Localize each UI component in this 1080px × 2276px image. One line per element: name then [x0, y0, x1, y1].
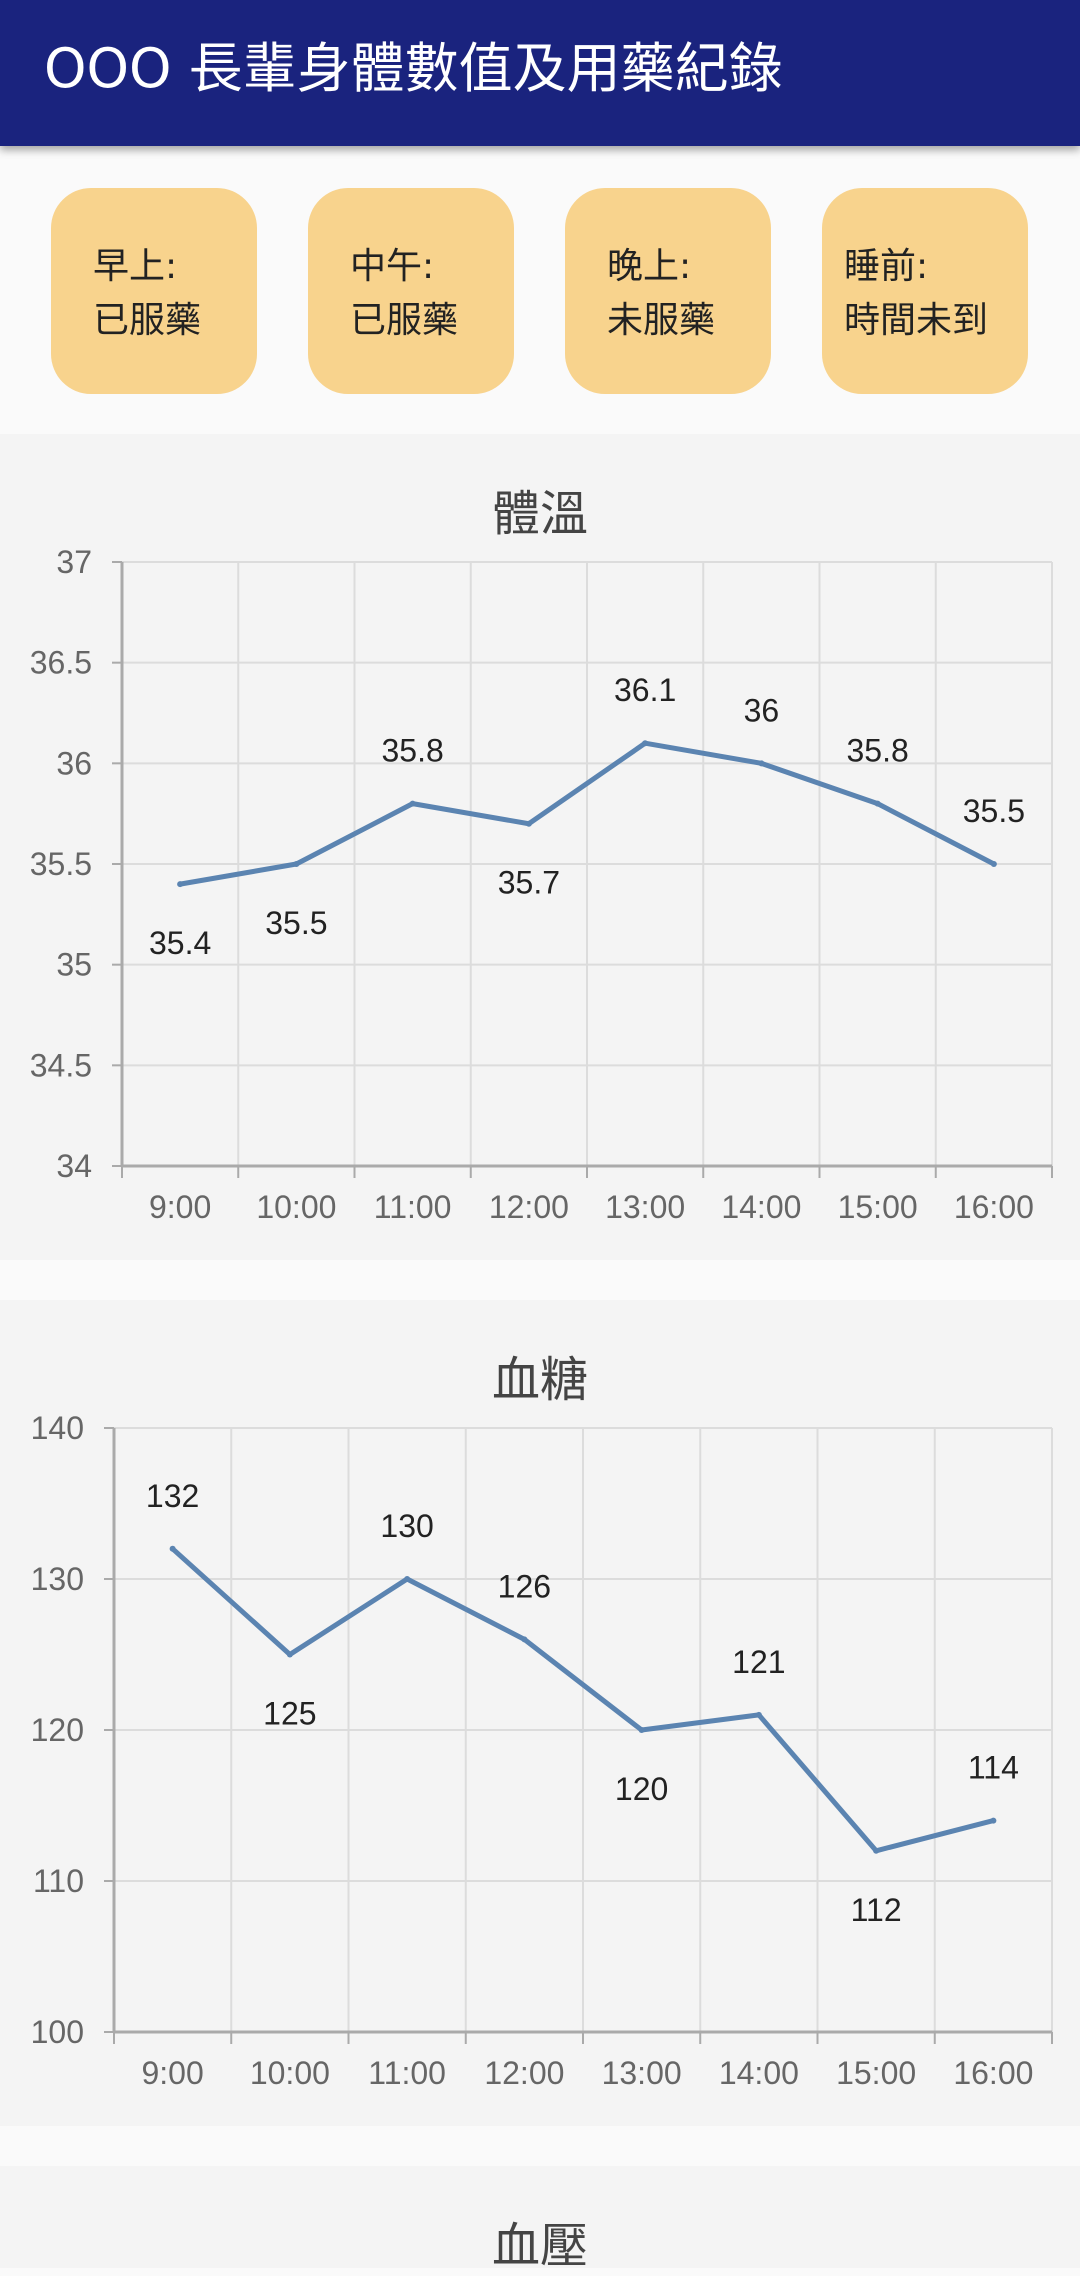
data-point	[990, 861, 997, 867]
temperature-chart: 34 34.5 35 35.5 36 36.5 37 9:00 10:00 11:00 12:00 1…	[30, 544, 1053, 1225]
medication-card-morning[interactable]: 早上: 已服藥	[51, 188, 257, 394]
medication-period-label: 睡前:	[844, 246, 929, 287]
x-tick-label: 10:00	[250, 2055, 330, 2091]
y-tick-label: 35.5	[30, 846, 92, 882]
data-label: 121	[732, 1644, 785, 1680]
medication-status-label: 已服藥	[93, 300, 202, 341]
y-tick-label: 37	[56, 544, 92, 580]
y-tick-label: 34.5	[30, 1047, 92, 1083]
y-tick-label: 35	[56, 947, 92, 983]
medication-status-label: 時間未到	[844, 300, 989, 341]
chart-title: 血糖	[491, 1352, 588, 1408]
data-label: 35.8	[846, 733, 908, 769]
x-tick-label: 11:00	[374, 1189, 452, 1225]
x-tick-label: 15:00	[838, 1189, 918, 1225]
series-line	[170, 1546, 994, 1854]
y-tick-label: 34	[56, 1148, 92, 1184]
data-label: 35.4	[149, 925, 211, 961]
x-tick-label: 9:00	[141, 2055, 203, 2091]
data-point	[874, 800, 881, 807]
x-tick-label: 12:00	[484, 2055, 564, 2091]
x-tick-label: 10:00	[256, 1189, 336, 1225]
data-label: 35.7	[498, 865, 560, 901]
x-tick-label: 14:00	[719, 2055, 799, 2091]
data-point	[642, 740, 649, 747]
y-tick-label: 140	[31, 1410, 84, 1446]
x-tick-label: 11:00	[368, 2055, 446, 2091]
data-label: 35.8	[381, 733, 443, 769]
data-label: 36	[744, 692, 780, 728]
medication-status-label: 未服藥	[607, 300, 716, 341]
chart-title: 體溫	[491, 486, 588, 542]
medication-status-row: 早上: 已服藥 中午: 已服藥 晚上: 未服藥 睡前: 時間未到	[0, 146, 1080, 434]
data-label: 114	[968, 1750, 1019, 1786]
data-point	[177, 881, 184, 888]
x-tick-label: 15:00	[836, 2055, 916, 2091]
x-tick-label: 16:00	[953, 2055, 1033, 2091]
data-label: 125	[263, 1696, 316, 1732]
x-tick-label: 9:00	[149, 1189, 211, 1225]
data-label: 132	[146, 1478, 199, 1514]
data-label: 35.5	[265, 905, 327, 941]
y-tick-label: 36.5	[30, 645, 92, 681]
y-tick-label: 110	[33, 1863, 84, 1899]
medication-card-bedtime[interactable]: 睡前: 時間未到	[822, 188, 1028, 394]
x-tick-label: 16:00	[954, 1189, 1034, 1225]
data-point	[758, 760, 765, 767]
data-point	[525, 820, 532, 827]
data-label: 36.1	[614, 672, 676, 708]
medication-period-label: 晚上:	[607, 246, 692, 287]
data-point	[293, 861, 300, 867]
y-tick-label: 100	[31, 2014, 84, 2050]
data-label: 126	[498, 1568, 551, 1604]
y-tick-label: 36	[56, 745, 92, 781]
blood-pressure-chart-panel: 血壓	[0, 2166, 1080, 2274]
series-line	[179, 740, 996, 887]
data-label: 35.5	[963, 793, 1025, 829]
data-label: 130	[380, 1508, 433, 1544]
y-tick-label: 120	[31, 1712, 84, 1748]
app-bar: OOO 長輩身體數值及用藥紀錄	[0, 0, 1080, 146]
medication-card-noon[interactable]: 中午: 已服藥	[308, 188, 514, 394]
medication-card-evening[interactable]: 晚上: 未服藥	[565, 188, 771, 394]
data-point	[638, 1727, 645, 1733]
temperature-chart-panel: 體溫 34 34.5 35 35.5 36 36.5 37 9:00 10:00 11:00 12:…	[0, 434, 1080, 1260]
x-tick-label: 13:00	[602, 2055, 682, 2091]
data-label: 112	[851, 1892, 902, 1928]
data-point	[521, 1636, 528, 1643]
data-point	[409, 800, 416, 807]
x-tick-label: 12:00	[489, 1189, 569, 1225]
blood-sugar-chart: 100 110 120 130 140 9:00 10:00 11:00 12:00 13:00 1…	[31, 1410, 1053, 2091]
data-point	[755, 1711, 762, 1718]
data-point	[169, 1545, 176, 1552]
app-title: OOO 長輩身體數值及用藥紀錄	[44, 37, 783, 100]
data-point	[286, 1651, 293, 1658]
data-label: 120	[615, 1771, 668, 1807]
x-tick-label: 14:00	[721, 1189, 801, 1225]
data-point	[404, 1576, 411, 1582]
medication-status-label: 已服藥	[350, 300, 459, 341]
data-point	[873, 1847, 880, 1854]
data-point	[990, 1817, 997, 1824]
y-tick-label: 130	[31, 1561, 84, 1597]
chart-title: 血壓	[491, 2218, 588, 2274]
x-tick-label: 13:00	[605, 1189, 685, 1225]
medication-period-label: 早上:	[93, 246, 178, 287]
blood-sugar-chart-panel: 血糖 100 110 120 130 140 9:00 10:00 11:00 12:00 13:…	[0, 1300, 1080, 2126]
medication-period-label: 中午:	[350, 246, 435, 287]
